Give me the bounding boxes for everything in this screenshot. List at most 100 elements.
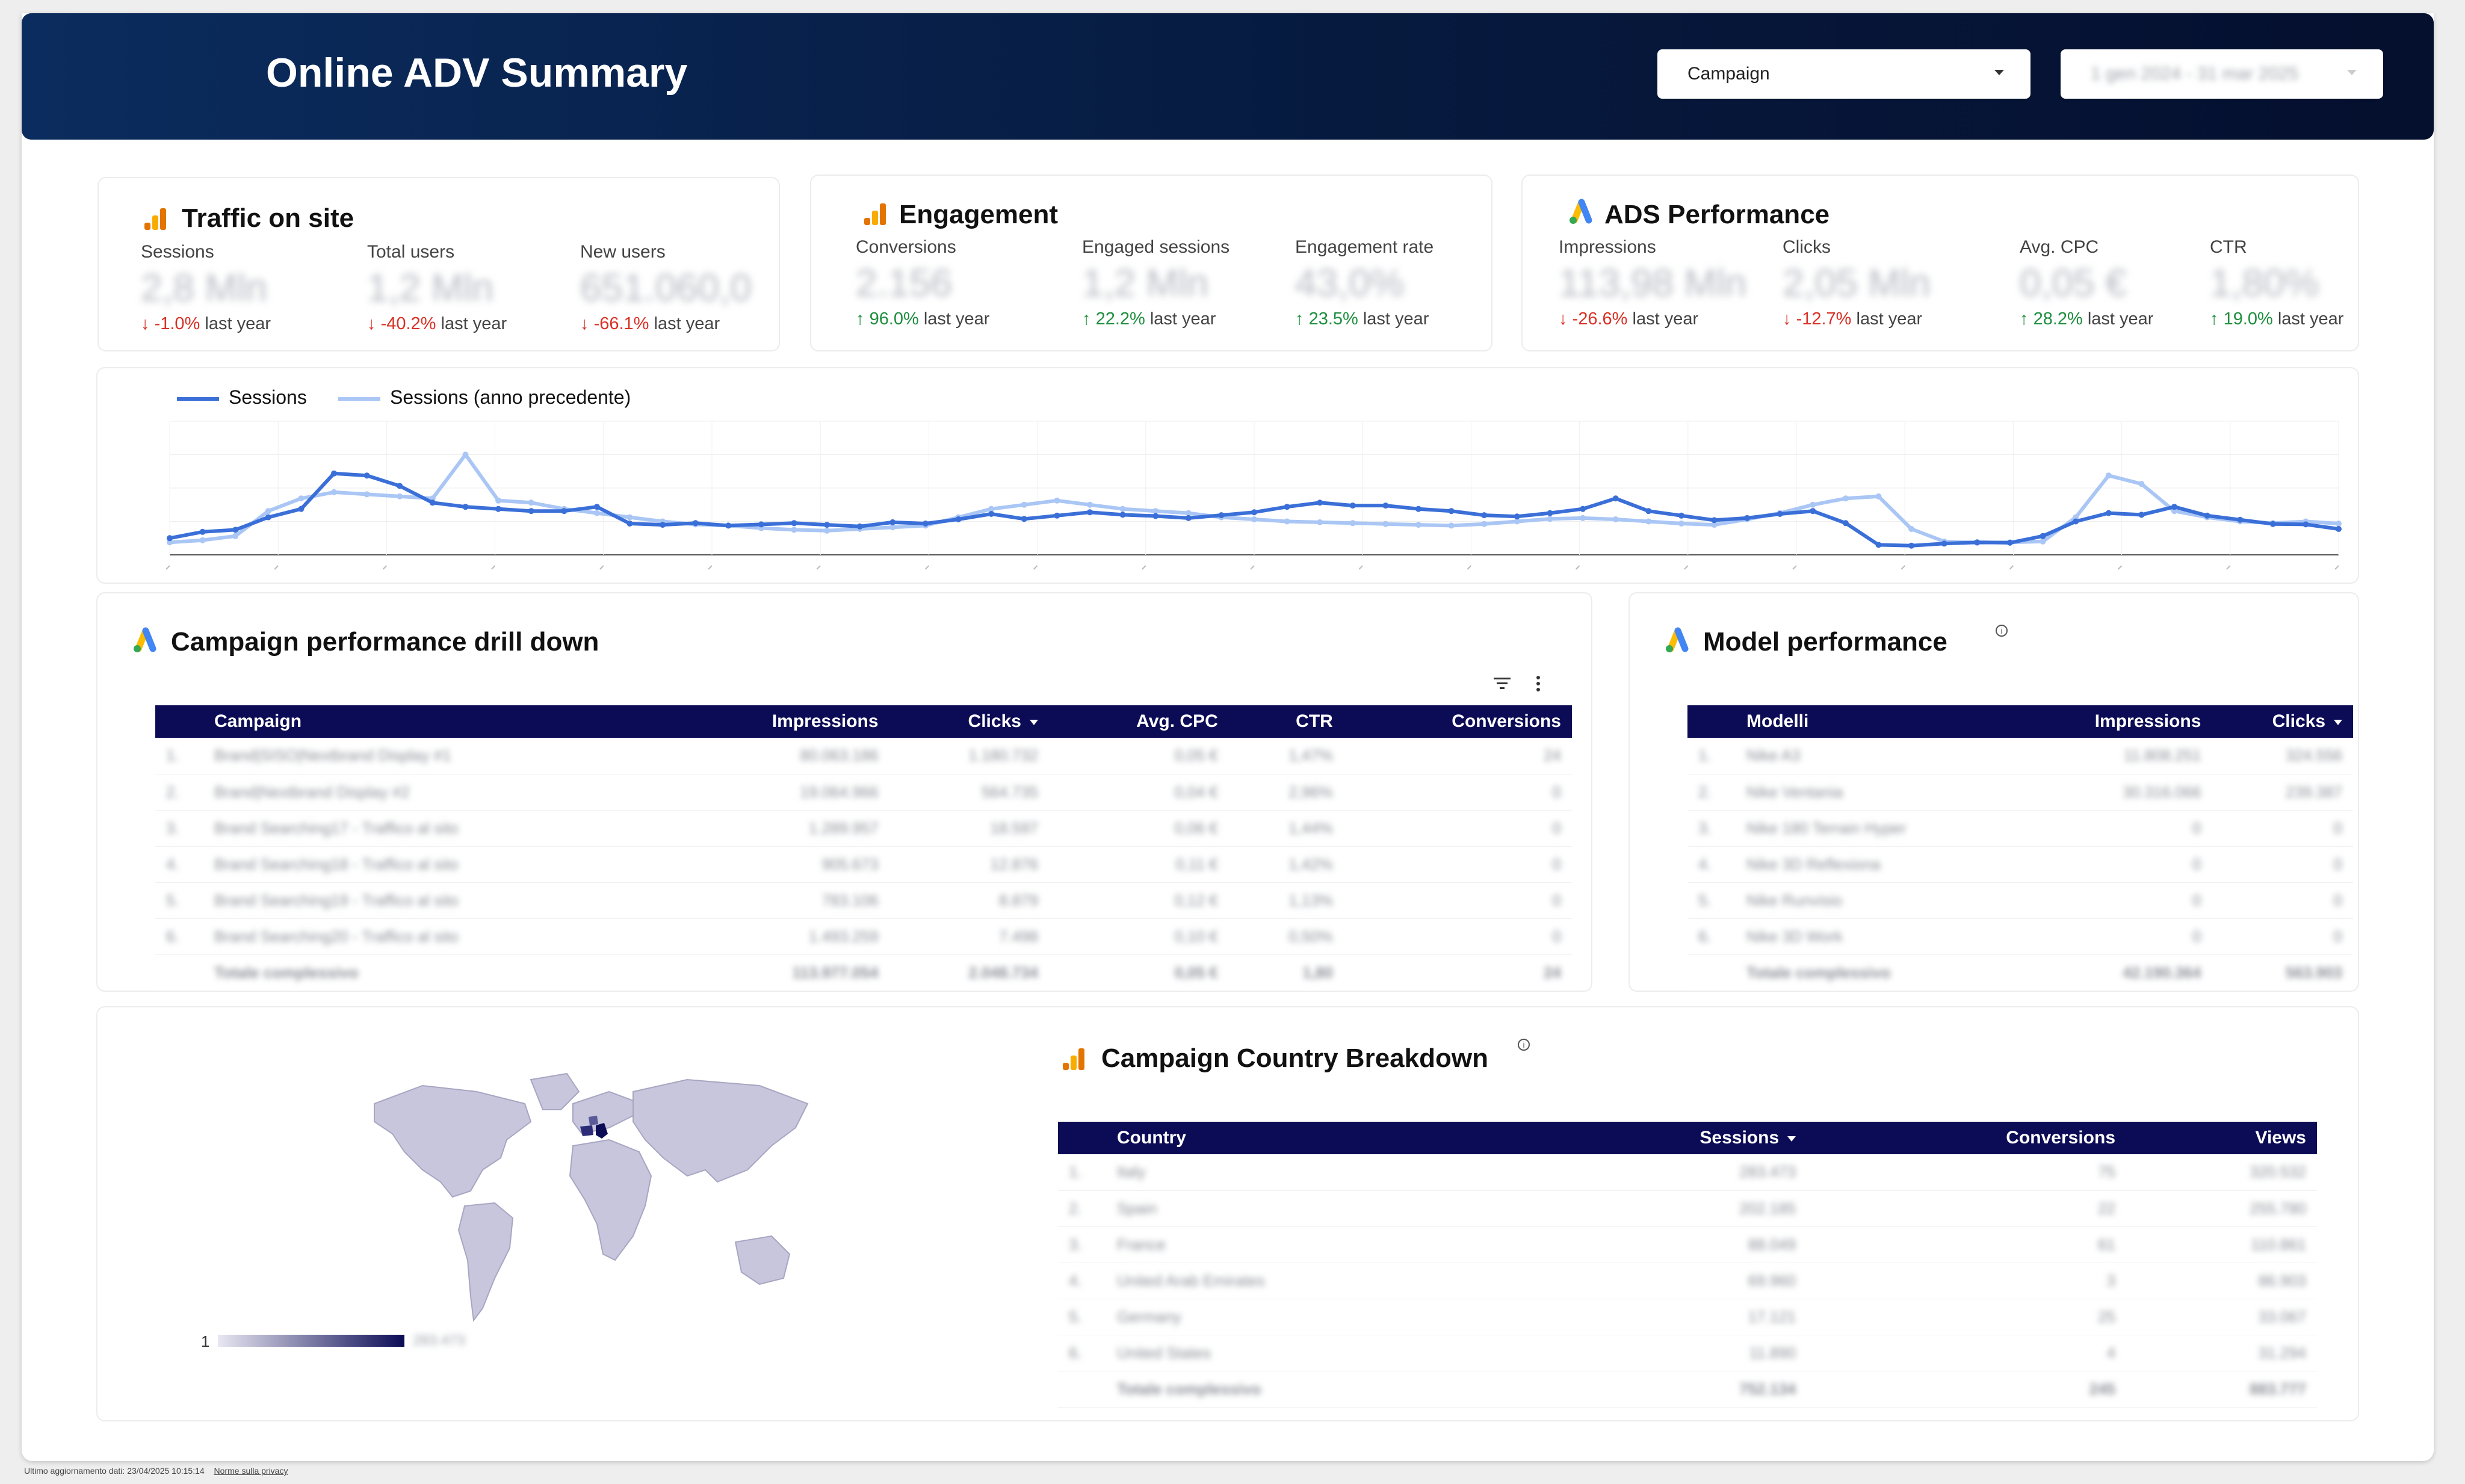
- table-cell: Brand Searching19 - Traffico al sito: [203, 882, 667, 919]
- data-point: [1251, 516, 1257, 522]
- column-header-modelli[interactable]: Modelli: [1736, 705, 2015, 738]
- traffic-card-title: Traffic on site: [182, 203, 354, 233]
- table-cell: 1.: [1687, 738, 1736, 774]
- table-cell: 2.: [1058, 1190, 1106, 1227]
- data-point: [955, 516, 962, 522]
- info-icon[interactable]: i: [1518, 1039, 1530, 1051]
- column-header-avg-cpc[interactable]: Avg. CPC: [1048, 705, 1229, 738]
- table-row[interactable]: 5. Germany 17.121 25 33.067: [1058, 1299, 2317, 1335]
- kpi-value: 0,05 €: [2020, 261, 2127, 305]
- data-point: [758, 521, 764, 528]
- data-point: [824, 527, 830, 534]
- table-cell: Nike Runvisio: [1736, 882, 2015, 919]
- table-row[interactable]: 5. Brand Searching19 - Traffico al sito 78…: [155, 882, 1572, 919]
- table-row[interactable]: 6. United States 11.890 4 31.294: [1058, 1335, 2317, 1371]
- table-cell: 33.067: [2126, 1299, 2317, 1335]
- date-range-picker[interactable]: 1 gen 2024 - 31 mar 2025: [2061, 49, 2383, 99]
- table-cell: 80.063.186: [666, 738, 889, 774]
- table-cell: 69.960: [1519, 1263, 1807, 1299]
- campaign-dropdown[interactable]: Campaign: [1657, 49, 2030, 99]
- legend-item-sessions-previous[interactable]: Sessions (anno precedente): [338, 386, 631, 409]
- engagement-card-title: Engagement: [899, 200, 1059, 229]
- legend-item-sessions[interactable]: Sessions: [177, 386, 307, 409]
- table-cell: 283.473: [1519, 1154, 1807, 1191]
- kpi-label: Total users: [367, 242, 455, 262]
- kpi-delta-value: 19.0%: [2223, 309, 2273, 329]
- table-row[interactable]: 4. Nike 3D Reflexiona 0 0: [1687, 846, 2353, 883]
- table-row[interactable]: 6. Brand Searching20 - Traffico al sito 1.…: [155, 918, 1572, 955]
- table-row[interactable]: 5. Nike Runvisio 0 0: [1687, 882, 2353, 919]
- report-header: Online ADV Summary Campaign 1 gen 2024 -…: [22, 13, 2434, 140]
- sort-desc-icon: [1787, 1136, 1796, 1142]
- kpi-delta: ↑ 22.2% last year: [1082, 309, 1287, 329]
- kpi-label: Clicks: [1783, 237, 1831, 257]
- table-row[interactable]: 1. Brand|SISO|Nextbrand Display #1 80.063.…: [155, 738, 1572, 774]
- column-header-clicks[interactable]: Clicks: [2212, 705, 2353, 738]
- table-row[interactable]: 2. Brand|Nextbrand Display #2 19.064.966 56…: [155, 774, 1572, 811]
- table-row[interactable]: 6. Nike 3D Work 0 0: [1687, 918, 2353, 955]
- table-cell: 0: [1343, 882, 1572, 919]
- australia: [734, 1235, 791, 1285]
- footer: Ultimo aggiornamento dati: 23/04/2025 10…: [24, 1466, 288, 1476]
- x-tick-mark: [1792, 565, 1797, 570]
- info-icon[interactable]: i: [1996, 625, 2008, 637]
- data-point: [1251, 509, 1257, 516]
- column-header-sessions[interactable]: Sessions: [1519, 1122, 1807, 1154]
- trend-down-icon: ↓: [1783, 309, 1796, 329]
- table-row[interactable]: 3. Brand Searching17 - Traffico al sito 1.…: [155, 810, 1572, 847]
- column-header-views[interactable]: Views: [2126, 1122, 2317, 1154]
- table-cell: Italy: [1106, 1154, 1520, 1191]
- data-point: [2105, 510, 2112, 516]
- table-cell: 0: [2014, 918, 2212, 955]
- table-row[interactable]: 4. Brand Searching18 - Traffico al sito 90…: [155, 846, 1572, 883]
- x-tick-mark: [1142, 565, 1146, 570]
- table-row[interactable]: 1. Nike A3 11.808.251 324.556: [1687, 738, 2353, 774]
- kpi-delta-suffix: last year: [923, 309, 990, 329]
- country-table-title: Campaign Country Breakdown: [1101, 1043, 1488, 1073]
- kpi-conversions: Conversions 2.156 ↑ 96.0% last year: [856, 237, 1060, 329]
- table-cell: 4: [1807, 1335, 2127, 1371]
- kpi-delta-value: 23.5%: [1308, 309, 1358, 329]
- map-color-scale: [218, 1335, 404, 1347]
- column-header-impressions[interactable]: Impressions: [666, 705, 889, 738]
- kpi-delta: ↓ -1.0% last year: [141, 314, 345, 334]
- data-point: [1152, 513, 1159, 519]
- column-header-conversions[interactable]: Conversions: [1807, 1122, 2127, 1154]
- data-point: [1711, 517, 1718, 524]
- table-row[interactable]: 3. France 88.049 61 110.861: [1058, 1226, 2317, 1263]
- column-header-impressions[interactable]: Impressions: [2014, 705, 2212, 738]
- table-cell: 1,44%: [1228, 810, 1344, 847]
- kpi-delta-suffix: last year: [654, 314, 720, 333]
- table-row[interactable]: 1. Italy 283.473 75 320.532: [1058, 1154, 2317, 1191]
- table-cell: 19.064.966: [666, 774, 889, 811]
- column-header-country[interactable]: Country: [1106, 1122, 1520, 1154]
- x-tick-mark: [2226, 565, 2231, 570]
- column-header-clicks[interactable]: Clicks: [889, 705, 1049, 738]
- data-point: [1349, 520, 1356, 527]
- table-cell: 6.: [1058, 1335, 1106, 1371]
- world-map[interactable]: [350, 1068, 820, 1356]
- data-point: [2040, 533, 2046, 539]
- country-card: 1 283.473 Campaign Country Breakdown i C…: [96, 1006, 2359, 1421]
- column-header-conversions[interactable]: Conversions: [1343, 705, 1572, 738]
- column-header-campaign[interactable]: Campaign: [203, 705, 667, 738]
- privacy-link[interactable]: Norme sulla privacy: [214, 1466, 288, 1476]
- data-point: [232, 533, 239, 539]
- data-point: [232, 527, 239, 533]
- column-header-ctr[interactable]: CTR: [1228, 705, 1344, 738]
- table-row[interactable]: 3. Nike 180 Terrain Hyper 0 0: [1687, 810, 2353, 847]
- filter-icon[interactable]: [1492, 675, 1512, 692]
- data-point: [2040, 538, 2046, 545]
- table-cell: 905.673: [666, 846, 889, 883]
- more-options-icon[interactable]: [1535, 674, 1542, 693]
- x-tick-mark: [1575, 565, 1580, 570]
- kpi-delta: ↑ 19.0% last year: [2210, 309, 2414, 329]
- table-cell: 88.049: [1519, 1226, 1807, 1263]
- data-point: [1415, 522, 1421, 528]
- table-row[interactable]: 4. United Arab Emirates 69.960 3 86.903: [1058, 1263, 2317, 1299]
- data-point: [593, 510, 600, 516]
- table-cell: 0: [1343, 918, 1572, 955]
- table-row[interactable]: 2. Spain 202.185 22 255.780: [1058, 1190, 2317, 1227]
- kpi-total-users: Total users 1,2 Mln ↓ -40.2% last year: [367, 242, 572, 334]
- table-row[interactable]: 2. Nike Ventania 30.316.066 239.387: [1687, 774, 2353, 811]
